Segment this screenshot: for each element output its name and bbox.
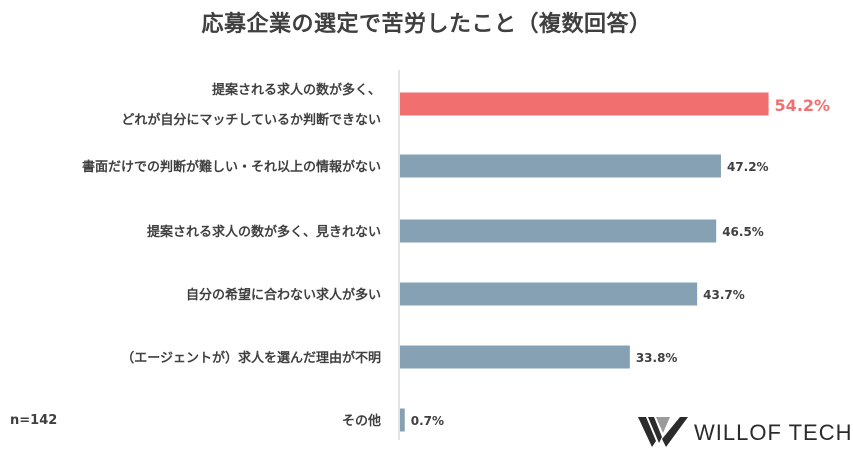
data-label: 43.7%	[703, 288, 745, 302]
data-label: 47.2%	[727, 160, 769, 174]
data-label: 33.8%	[636, 351, 678, 365]
bar	[400, 219, 717, 243]
bar	[400, 154, 721, 178]
bar	[400, 345, 630, 369]
data-label: 54.2%	[775, 96, 831, 115]
category-label: その他	[342, 413, 381, 429]
willof-w-logo-icon	[638, 417, 688, 447]
category-label: 自分の希望に合わない求人が多い	[186, 287, 381, 303]
brand-logo: WILLOF TECH	[636, 413, 852, 449]
category-label: どれが自分にマッチしているか判断できない	[121, 112, 381, 128]
brand-name: WILLOF TECH	[694, 420, 853, 445]
data-label: 46.5%	[722, 225, 764, 239]
chart-title: 応募企業の選定で苦労したこと（複数回答）	[201, 12, 652, 37]
bar	[400, 92, 769, 116]
sample-size-note: n=142	[10, 413, 58, 428]
data-label: 0.7%	[411, 414, 444, 428]
category-label: 書面だけでの判断が難しい・それ以上の情報がない	[82, 159, 381, 175]
bar	[400, 408, 405, 432]
category-label: （エージェントが）求人を選んだ理由が不明	[121, 350, 381, 366]
category-label: 提案される求人の数が多く、	[212, 82, 381, 98]
category-label: 提案される求人の数が多く、見きれない	[147, 224, 381, 240]
bar	[400, 282, 698, 306]
